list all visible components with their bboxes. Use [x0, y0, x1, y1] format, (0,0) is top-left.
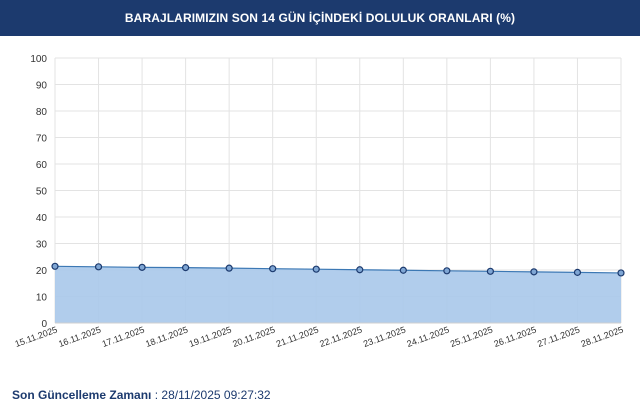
data-point [138, 263, 146, 271]
data-point [573, 268, 582, 276]
y-tick-label: 70 [36, 134, 48, 145]
x-tick-label: 24.11.2025 [405, 324, 450, 349]
chart-header: BARAJLARIMIZIN SON 14 GÜN İÇİNDEKİ DOLUL… [0, 0, 640, 36]
data-point [356, 266, 364, 274]
x-tick-label: 26.11.2025 [492, 324, 537, 349]
x-tick-label: 25.11.2025 [449, 324, 494, 349]
x-tick-label: 18.11.2025 [144, 324, 189, 349]
x-tick-label: 15.11.2025 [14, 324, 59, 349]
y-tick-label: 50 [36, 187, 48, 198]
data-point [530, 268, 538, 276]
data-point [486, 267, 494, 275]
data-point [399, 266, 407, 274]
x-tick-label: 17.11.2025 [101, 324, 146, 349]
data-point [51, 262, 59, 270]
x-tick-label: 21.11.2025 [275, 324, 320, 349]
x-tick-label: 27.11.2025 [536, 324, 581, 349]
data-point [312, 265, 320, 273]
x-tick-label: 16.11.2025 [57, 324, 102, 349]
y-tick-label: 30 [36, 240, 48, 251]
last-update: Son Güncelleme Zamanı : 28/11/2025 09:27… [12, 388, 271, 402]
y-tick-label: 80 [36, 107, 48, 118]
data-point [443, 267, 451, 275]
x-tick-label: 23.11.2025 [362, 324, 407, 349]
y-tick-label: 60 [36, 160, 48, 171]
y-tick-label: 0 [41, 319, 47, 330]
x-tick-label: 20.11.2025 [231, 324, 276, 349]
data-point [617, 269, 625, 277]
chart-title: BARAJLARIMIZIN SON 14 GÜN İÇİNDEKİ DOLUL… [124, 11, 516, 25]
data-point [225, 264, 233, 272]
y-tick-label: 10 [36, 293, 48, 304]
y-tick-label: 20 [36, 266, 48, 277]
x-tick-label: 28.11.2025 [580, 324, 625, 349]
data-point [269, 265, 277, 273]
series-area [55, 266, 621, 323]
fill-rate-chart: 0 10 20 30 40 50 60 70 80 90 100 15.11.202516.11.20… [14, 54, 625, 349]
last-update-separator: : [151, 388, 162, 402]
y-tick-label: 40 [36, 213, 48, 224]
last-update-label: Son Güncelleme Zamanı [12, 388, 152, 402]
data-point [182, 264, 190, 272]
last-update-value: 28/11/2025 09:27:32 [161, 388, 271, 402]
x-tick-label: 19.11.2025 [188, 324, 233, 349]
y-tick-label: 90 [36, 81, 48, 92]
y-tick-label: 100 [30, 54, 47, 65]
data-point [94, 263, 103, 271]
series-line [54, 265, 622, 274]
x-tick-label: 22.11.2025 [318, 324, 363, 349]
